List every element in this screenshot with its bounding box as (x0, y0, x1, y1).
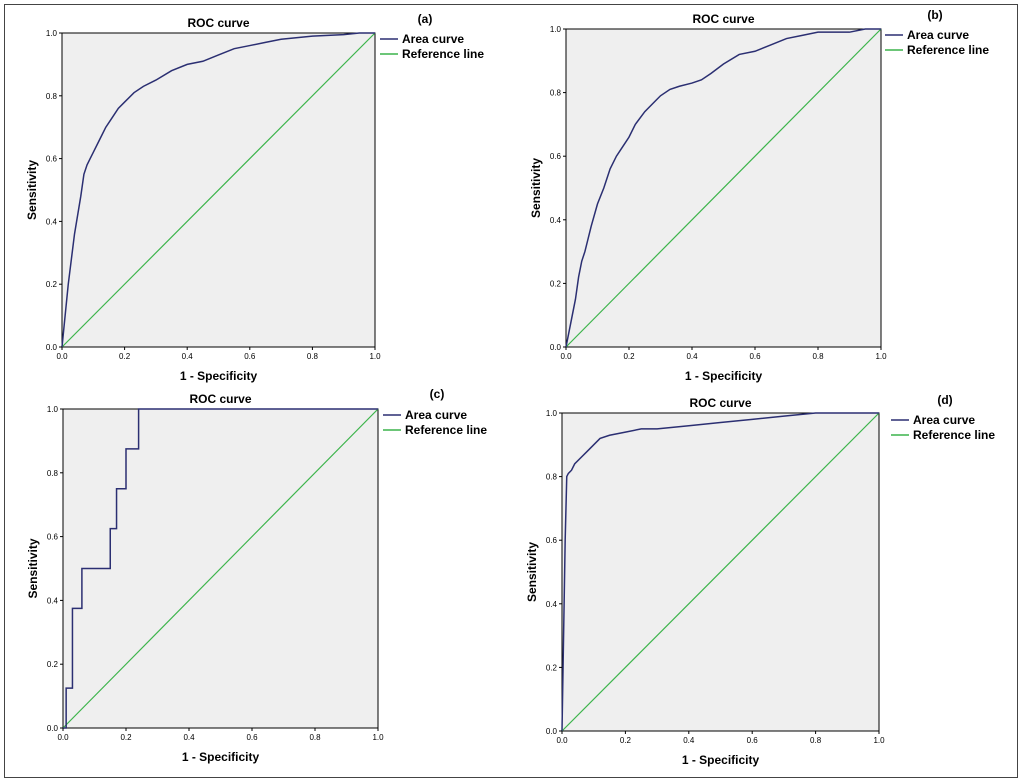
reference-line (62, 408, 379, 729)
x-tick-label: 0.8 (307, 352, 319, 361)
y-tick-label: 0.0 (546, 727, 558, 736)
y-tick-label: 0.8 (550, 89, 562, 98)
x-axis-label: 1 - Specificity (682, 753, 760, 767)
y-tick-label: 0.4 (550, 216, 562, 225)
legend-label: Area curve (913, 413, 975, 427)
y-tick-label: 1.0 (546, 409, 558, 418)
x-tick-label: 0.4 (182, 352, 194, 361)
y-axis-label: Sensitivity (525, 542, 539, 602)
panel-label: (c) (430, 387, 445, 401)
legend-label: Reference line (402, 47, 484, 61)
roc-panels-svg: 0.0 0.2 0.4 0.6 0.8 1.0 0.0 0.2 0.4 0.6 0.8 1.0 ROC … (25, 8, 995, 767)
reference-line (61, 32, 376, 348)
y-tick-label: 1.0 (47, 405, 59, 414)
x-tick-label: 0.2 (620, 736, 632, 745)
x-tick-label: 0.0 (556, 736, 568, 745)
y-tick-label: 0.2 (47, 660, 59, 669)
y-tick-label: 0.6 (546, 536, 558, 545)
roc-curve-line (565, 28, 881, 348)
y-tick-label: 0.6 (550, 152, 562, 161)
x-tick-label: 0.4 (183, 733, 195, 742)
panel-label: (a) (418, 12, 433, 26)
y-tick-label: 0.0 (46, 343, 58, 352)
roc-curve-line (61, 32, 375, 348)
y-tick-label: 0.8 (546, 473, 558, 482)
x-tick-label: 0.2 (120, 733, 132, 742)
reference-line (565, 28, 882, 348)
x-tick-label: 0.0 (57, 733, 69, 742)
panel-label: (d) (937, 393, 952, 407)
y-tick-label: 0.2 (550, 279, 562, 288)
x-tick-label: 0.6 (244, 352, 256, 361)
y-tick-label: 0.0 (47, 724, 59, 733)
roc-panel-4 (559, 412, 909, 734)
y-tick-label: 0.6 (46, 155, 58, 164)
y-tick-label: 0.8 (47, 469, 59, 478)
legend-label: Area curve (405, 408, 467, 422)
x-tick-label: 0.2 (623, 352, 635, 361)
chart-title: ROC curve (689, 396, 751, 410)
y-axis-label: Sensitivity (529, 158, 543, 218)
legend-label: Reference line (913, 428, 995, 442)
chart-title: ROC curve (692, 12, 754, 26)
roc-panel-2 (563, 28, 903, 350)
y-tick-label: 0.4 (46, 217, 58, 226)
reference-line (561, 412, 880, 732)
x-tick-label: 0.8 (309, 733, 321, 742)
x-tick-label: 1.0 (873, 736, 885, 745)
x-tick-label: 1.0 (875, 352, 887, 361)
x-axis-label: 1 - Specificity (180, 369, 258, 383)
y-tick-label: 1.0 (46, 29, 58, 38)
roc-panel-1 (59, 32, 398, 350)
y-tick-label: 0.4 (546, 600, 558, 609)
legend-label: Reference line (405, 423, 487, 437)
x-tick-label: 0.4 (683, 736, 695, 745)
x-tick-label: 1.0 (372, 733, 384, 742)
x-tick-label: 0.2 (119, 352, 131, 361)
y-axis-label: Sensitivity (25, 160, 39, 220)
panel-label: (b) (927, 8, 942, 22)
y-tick-label: 0.2 (546, 663, 558, 672)
y-tick-label: 0.2 (46, 280, 58, 289)
roc-panel-3 (60, 408, 401, 731)
y-tick-label: 0.4 (47, 596, 59, 605)
x-tick-label: 0.6 (747, 736, 759, 745)
legend-label: Area curve (402, 32, 464, 46)
y-tick-label: 0.6 (47, 533, 59, 542)
y-tick-label: 1.0 (550, 25, 562, 34)
chart-title: ROC curve (189, 392, 251, 406)
roc-figure: 0.0 0.2 0.4 0.6 0.8 1.0 0.0 0.2 0.4 0.6 0.8 1.0 ROC … (4, 4, 1018, 778)
y-tick-label: 0.0 (550, 343, 562, 352)
x-tick-label: 0.4 (686, 352, 698, 361)
x-tick-label: 1.0 (369, 352, 381, 361)
x-tick-label: 0.6 (749, 352, 761, 361)
roc-curve-line (561, 412, 879, 732)
y-tick-label: 0.8 (46, 92, 58, 101)
y-axis-label: Sensitivity (26, 538, 40, 598)
x-tick-label: 0.0 (560, 352, 572, 361)
x-tick-label: 0.8 (810, 736, 822, 745)
x-axis-label: 1 - Specificity (182, 750, 260, 764)
roc-curve-line (63, 408, 378, 729)
x-tick-label: 0.8 (812, 352, 824, 361)
x-tick-label: 0.0 (56, 352, 68, 361)
x-tick-label: 0.6 (246, 733, 258, 742)
legend-label: Area curve (907, 28, 969, 42)
legend-label: Reference line (907, 43, 989, 57)
chart-title: ROC curve (187, 16, 249, 30)
x-axis-label: 1 - Specificity (685, 369, 763, 383)
